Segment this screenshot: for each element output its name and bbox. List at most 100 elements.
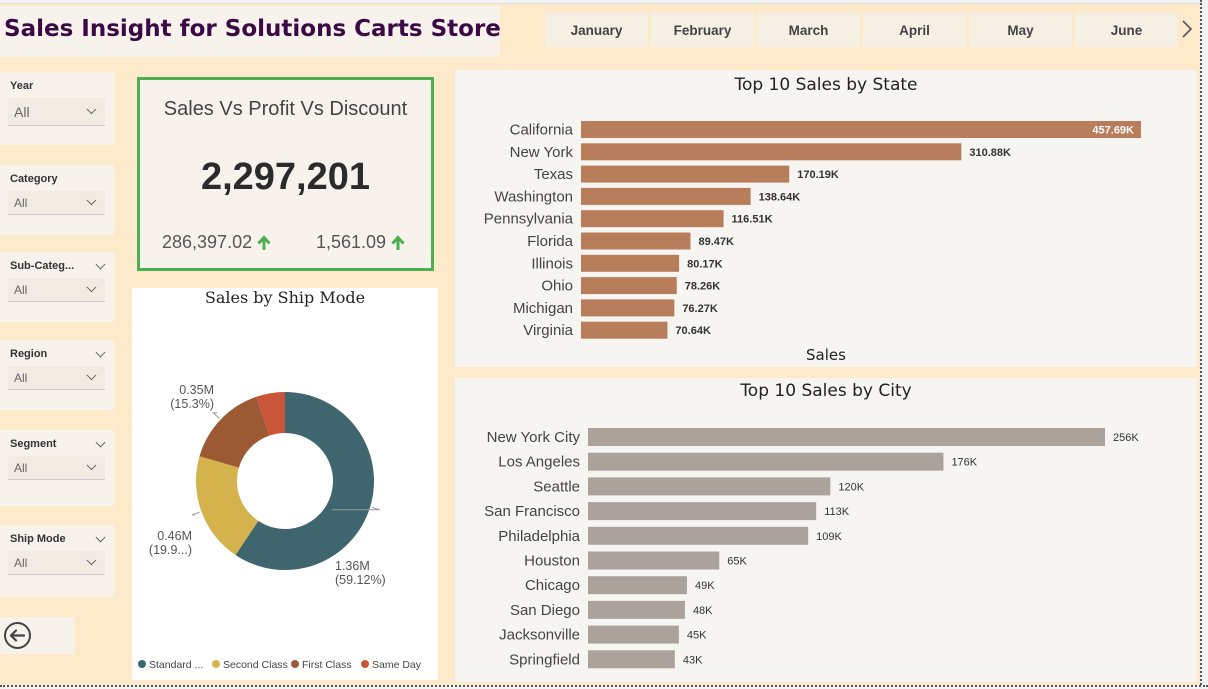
- bar-california[interactable]: [581, 121, 1141, 138]
- ship-mode-donut-chart[interactable]: 1.36M(59.12%)0.46M(19.9...)0.35M(15.3%)S…: [132, 288, 438, 680]
- bar-san-francisco[interactable]: [588, 502, 817, 521]
- bar-houston[interactable]: [588, 551, 720, 570]
- sub-category-dropdown[interactable]: All: [8, 278, 105, 302]
- bar-philadelphia[interactable]: [588, 526, 809, 545]
- legend-item-standard[interactable]: Standard ...: [149, 659, 203, 671]
- bar-seattle[interactable]: [588, 477, 831, 496]
- bar-michigan[interactable]: [581, 299, 675, 317]
- region-dropdown[interactable]: All: [8, 366, 105, 390]
- category-label-washington: Washington: [494, 188, 573, 205]
- leader-line: [191, 511, 200, 516]
- bar-virginia[interactable]: [581, 321, 668, 339]
- title-card: Sales Insight for Solutions Carts Store: [0, 6, 501, 57]
- kpi-title: Sales Vs Profit Vs Discount: [163, 98, 408, 120]
- data-label-texas: 170.19K: [797, 169, 839, 181]
- ship-mode-chart-panel[interactable]: Sales by Ship Mode 1.36M (59.12%) 0.46M (19…: [132, 288, 438, 680]
- data-label-florida: 89.47K: [698, 236, 734, 248]
- chevron-down-icon[interactable]: [95, 437, 106, 448]
- data-label-san-francisco: 113K: [824, 506, 850, 518]
- data-label-california: 457.69K: [1092, 125, 1134, 137]
- kpi-discount-value: 1,561.09: [316, 232, 387, 252]
- data-label-seattle: 120K: [838, 481, 864, 493]
- bar-chicago[interactable]: [588, 576, 687, 595]
- legend-item-first-class[interactable]: First Class: [302, 659, 352, 671]
- data-label-illinois: 80.17K: [687, 258, 723, 270]
- month-button-may[interactable]: May: [969, 13, 1072, 47]
- chevron-down-icon[interactable]: [95, 259, 106, 270]
- month-button-february[interactable]: February: [651, 13, 754, 47]
- data-label-chicago: 49K: [695, 580, 715, 592]
- kpi-discount: 1,561.09: [316, 232, 406, 253]
- legend-marker-first-class: [291, 660, 299, 668]
- donut-data-label-percent: (59.12%): [335, 573, 386, 587]
- year-dropdown[interactable]: All: [8, 98, 105, 126]
- category-dropdown[interactable]: All: [8, 191, 105, 215]
- slicer-region: Region All: [0, 340, 114, 410]
- month-button-january[interactable]: January: [545, 13, 648, 47]
- donut-data-label: 0.35M: [179, 383, 214, 397]
- donut-data-label: 1.36M: [335, 559, 370, 573]
- category-label-ohio: Ohio: [541, 278, 573, 295]
- dropdown-value: All: [14, 195, 28, 210]
- month-button-march[interactable]: March: [757, 13, 860, 47]
- category-label-virginia: Virginia: [523, 322, 573, 339]
- donut-slice-second-class[interactable]: [196, 456, 259, 555]
- window-right-edge: [1200, 0, 1208, 689]
- back-button[interactable]: [0, 617, 74, 654]
- chevron-down-icon: [86, 555, 97, 566]
- slicer-label: Sub-Categ...: [10, 260, 75, 272]
- kpi-card[interactable]: Sales Vs Profit Vs Discount 2,297,201 28…: [137, 77, 434, 271]
- bar-texas[interactable]: [581, 165, 790, 183]
- legend-item-second-class[interactable]: Second Class: [223, 659, 288, 671]
- donut-data-label: 0.46M: [157, 529, 192, 543]
- chevron-down-icon[interactable]: [95, 532, 106, 543]
- state-bar-chart[interactable]: California 457.69K New York 310.88K Texas 170…: [455, 70, 1197, 367]
- chart-title: Top 10 Sales by City: [740, 381, 912, 401]
- slicer-category: Category All: [0, 165, 114, 235]
- month-slicer: January February March April May June: [545, 13, 1178, 47]
- leader-line: [212, 412, 220, 419]
- category-label-texas: Texas: [534, 166, 573, 183]
- bar-san-diego[interactable]: [588, 600, 685, 619]
- data-label-springfield: 43K: [683, 654, 703, 666]
- data-label-new-york-city: 256K: [1113, 432, 1139, 444]
- donut-slice-standard[interactable]: [235, 392, 374, 570]
- dropdown-value: All: [14, 460, 28, 475]
- slicer-label: Region: [10, 348, 48, 360]
- chevron-down-icon: [86, 104, 97, 115]
- state-chart-panel[interactable]: Top 10 Sales by State California 457.69K N…: [455, 70, 1197, 367]
- bar-florida[interactable]: [581, 232, 691, 250]
- bar-jacksonville[interactable]: [588, 625, 679, 644]
- city-bar-chart[interactable]: New York City 256K Los Angeles 176K Seattle 1…: [455, 378, 1197, 682]
- chevron-down-icon: [86, 460, 97, 471]
- bar-washington[interactable]: [581, 187, 751, 205]
- month-button-april[interactable]: April: [863, 13, 966, 47]
- data-label-ohio: 78.26K: [685, 281, 721, 293]
- bar-ohio[interactable]: [581, 277, 677, 295]
- chevron-right-icon[interactable]: [1180, 18, 1194, 40]
- kpi-profit: 286,397.02: [162, 232, 272, 253]
- ship-mode-dropdown[interactable]: All: [8, 551, 105, 575]
- legend-item-same-day[interactable]: Same Day: [372, 659, 422, 671]
- dropdown-value: All: [14, 555, 28, 570]
- category-label-philadelphia: Philadelphia: [498, 528, 580, 545]
- bar-illinois[interactable]: [581, 254, 680, 272]
- bar-pennsylvania[interactable]: [581, 210, 724, 228]
- bar-los-angeles[interactable]: [588, 452, 944, 471]
- donut-data-label-percent: (15.3%): [170, 397, 214, 411]
- category-label-new-york: New York: [510, 144, 574, 161]
- month-button-june[interactable]: June: [1075, 13, 1178, 47]
- chevron-down-icon: [86, 282, 97, 293]
- legend-marker-same-day: [361, 660, 369, 668]
- chevron-down-icon[interactable]: [95, 347, 106, 358]
- x-axis-label: Sales: [806, 346, 846, 364]
- city-chart-panel[interactable]: Top 10 Sales by City New York City 256K Lo…: [455, 378, 1197, 682]
- donut-slice-first-class[interactable]: [199, 396, 270, 468]
- dropdown-value: All: [14, 282, 28, 297]
- bar-new-york[interactable]: [581, 143, 962, 161]
- donut-slice-same-day[interactable]: [256, 392, 285, 436]
- segment-dropdown[interactable]: All: [8, 456, 105, 480]
- bar-new-york-city[interactable]: [588, 428, 1105, 446]
- bar-springfield[interactable]: [588, 650, 675, 669]
- category-label-san-diego: San Diego: [510, 602, 580, 619]
